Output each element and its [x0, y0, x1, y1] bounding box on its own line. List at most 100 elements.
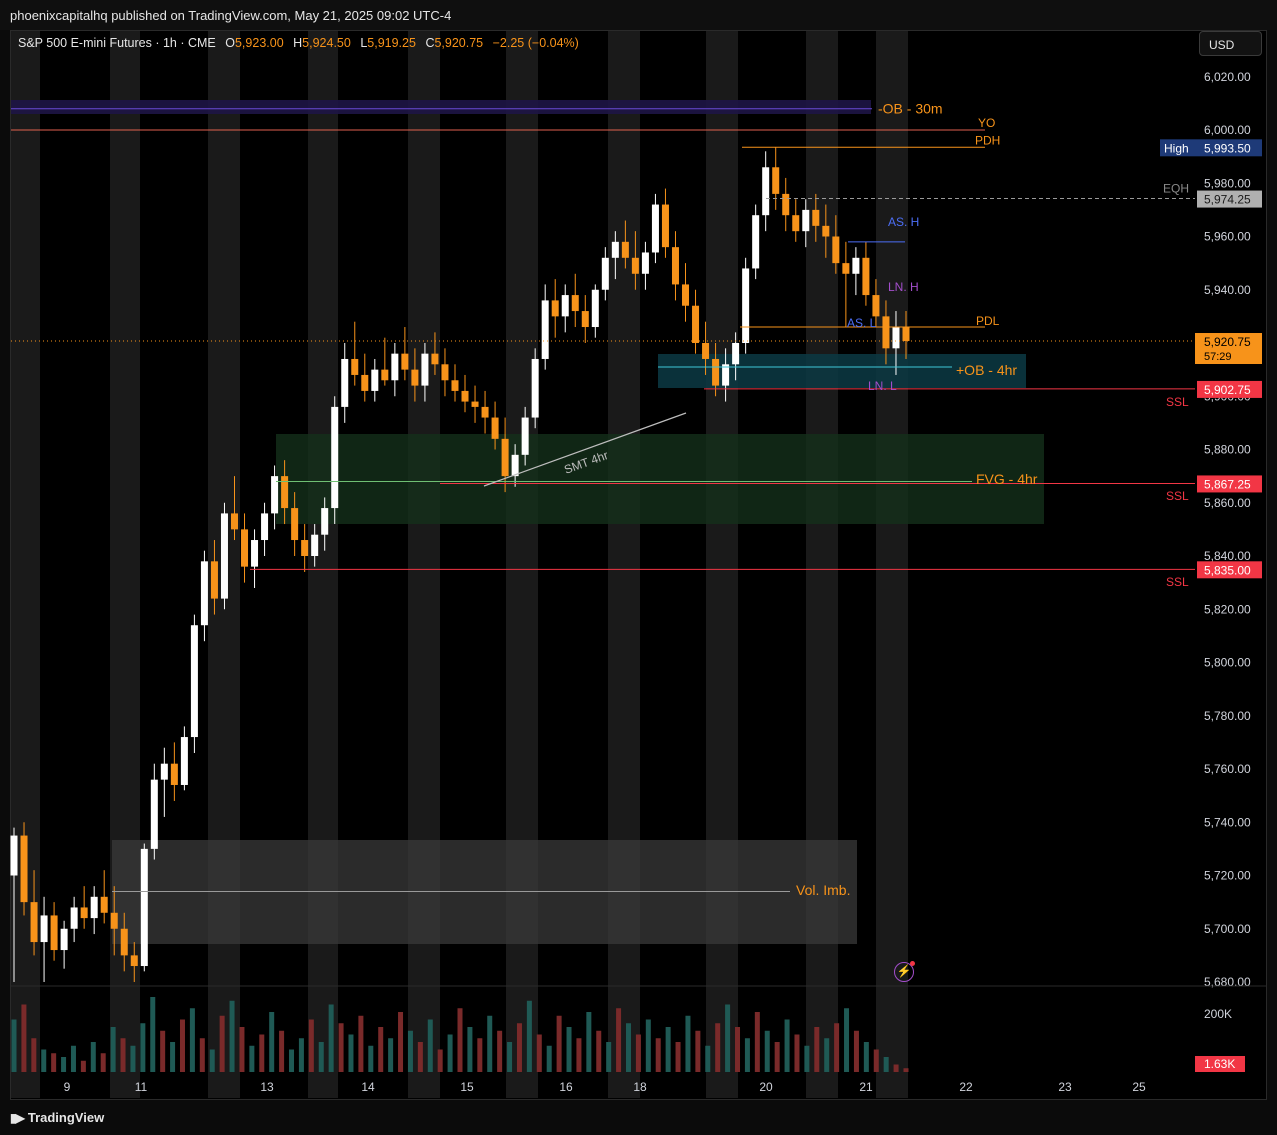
candle-body: [261, 513, 269, 541]
volume-bar: [735, 1027, 741, 1072]
candle-body: [661, 204, 669, 248]
volume-bar: [199, 1038, 205, 1072]
candle-countdown: 57:29: [1204, 351, 1232, 363]
time-tick-label: 11: [135, 1080, 148, 1094]
symbol-legend[interactable]: S&P 500 E-mini Futures · 1h · CME O5,923…: [18, 36, 579, 50]
candle-body: [591, 289, 599, 328]
volume-bar: [358, 1015, 364, 1072]
candle-body: [160, 763, 168, 780]
volume-bar: [764, 1030, 770, 1072]
candle-body: [752, 215, 760, 269]
candle-body: [491, 417, 499, 439]
volume-bar: [834, 1023, 840, 1072]
volume-bar: [338, 1023, 344, 1072]
currency-button[interactable]: USD: [1199, 31, 1262, 56]
low-label: L: [360, 36, 368, 50]
candle-body: [682, 284, 690, 306]
price-tick-label: 5,840.00: [1204, 549, 1251, 563]
ob-30m-zone: [11, 100, 871, 114]
price-tick-label: 5,680.00: [1204, 975, 1251, 989]
volume-bar: [328, 1004, 334, 1072]
volume-bar: [893, 1064, 899, 1072]
candle-body: [200, 561, 208, 626]
candle-body: [762, 167, 770, 216]
candle-body: [150, 779, 158, 849]
volume-bar: [269, 1012, 275, 1072]
volume-bar: [11, 1019, 17, 1072]
as-low-label: AS. L: [847, 316, 877, 330]
volume-bar: [546, 1045, 552, 1072]
low-value: 5,919.25: [367, 36, 416, 50]
volume-bar: [596, 1030, 602, 1072]
smt-line: [483, 412, 687, 487]
candle-body: [702, 343, 710, 359]
price-tick-label: 5,860.00: [1204, 496, 1251, 510]
time-tick-label: 21: [859, 1080, 873, 1094]
volume-bar: [229, 1000, 235, 1072]
candle-body: [170, 763, 178, 785]
candle-body: [521, 417, 529, 455]
candle-body: [732, 343, 740, 365]
candle-body: [611, 241, 619, 258]
open-label: O: [225, 36, 235, 50]
candle-body: [501, 438, 509, 477]
candle-body: [571, 295, 579, 312]
candle-body: [411, 369, 419, 386]
candle-body: [782, 193, 790, 216]
volume-bar: [526, 1000, 532, 1072]
volume-bar: [308, 1019, 314, 1072]
volume-bar: [625, 1023, 631, 1072]
fvg-zone: [276, 434, 1044, 524]
candle-body: [832, 236, 840, 264]
high-value: 5,924.50: [302, 36, 351, 50]
volume-bar: [80, 1060, 86, 1072]
candle-body: [722, 364, 730, 386]
price-tick-label: 5,700.00: [1204, 922, 1251, 936]
candle-body: [882, 316, 890, 349]
volume-bar: [110, 1027, 116, 1072]
ssl-price-value: 5,867.25: [1204, 477, 1251, 491]
volume-bar: [209, 1049, 215, 1072]
high-badge: [1160, 139, 1262, 157]
time-tick-label: 13: [260, 1080, 274, 1094]
lightning-icon[interactable]: ⚡: [894, 961, 915, 982]
volume-bar: [298, 1038, 304, 1072]
footer-brand[interactable]: ▮▶ TradingView: [10, 1110, 104, 1125]
volume-bar: [655, 1038, 661, 1072]
volume-bar: [239, 1027, 245, 1072]
session-band: [876, 31, 908, 1098]
candle-body: [180, 737, 188, 785]
high-badge-value: 5,993.50: [1204, 141, 1251, 155]
candle-body: [421, 353, 429, 386]
time-tick-label: 25: [1132, 1080, 1146, 1094]
candle-body: [291, 508, 299, 541]
close-value: 5,920.75: [434, 36, 484, 50]
candle-body: [892, 327, 900, 349]
volume-bar: [368, 1045, 374, 1072]
time-tick-label: 16: [559, 1080, 573, 1094]
volume-bar: [903, 1068, 909, 1072]
change-value: −2.25 (−0.04%): [492, 36, 579, 50]
volume-bar: [457, 1008, 463, 1072]
last-price-badge: [1195, 333, 1262, 365]
ln-high-label: LN. H: [888, 280, 919, 294]
candle-body: [842, 263, 850, 274]
time-tick-label: 23: [1058, 1080, 1072, 1094]
candle-body: [140, 848, 148, 967]
ssl-price-value: 5,902.75: [1204, 383, 1251, 397]
last-price-value: 5,920.75: [1204, 335, 1251, 349]
volume-bar: [487, 1015, 493, 1072]
ssl-label-3: SSL: [1166, 575, 1189, 589]
candle-body: [241, 529, 249, 567]
candle-body: [461, 390, 469, 402]
symbol-name[interactable]: S&P 500 E-mini Futures · 1h · CME: [18, 36, 216, 50]
candle-body: [50, 915, 58, 951]
candle-body: [10, 835, 18, 876]
candle-body: [351, 358, 359, 375]
candle-body: [481, 406, 489, 418]
candle-body: [70, 907, 78, 929]
volume-bar: [31, 1038, 37, 1072]
candle-body: [110, 912, 118, 929]
volume-bar: [160, 1030, 166, 1072]
